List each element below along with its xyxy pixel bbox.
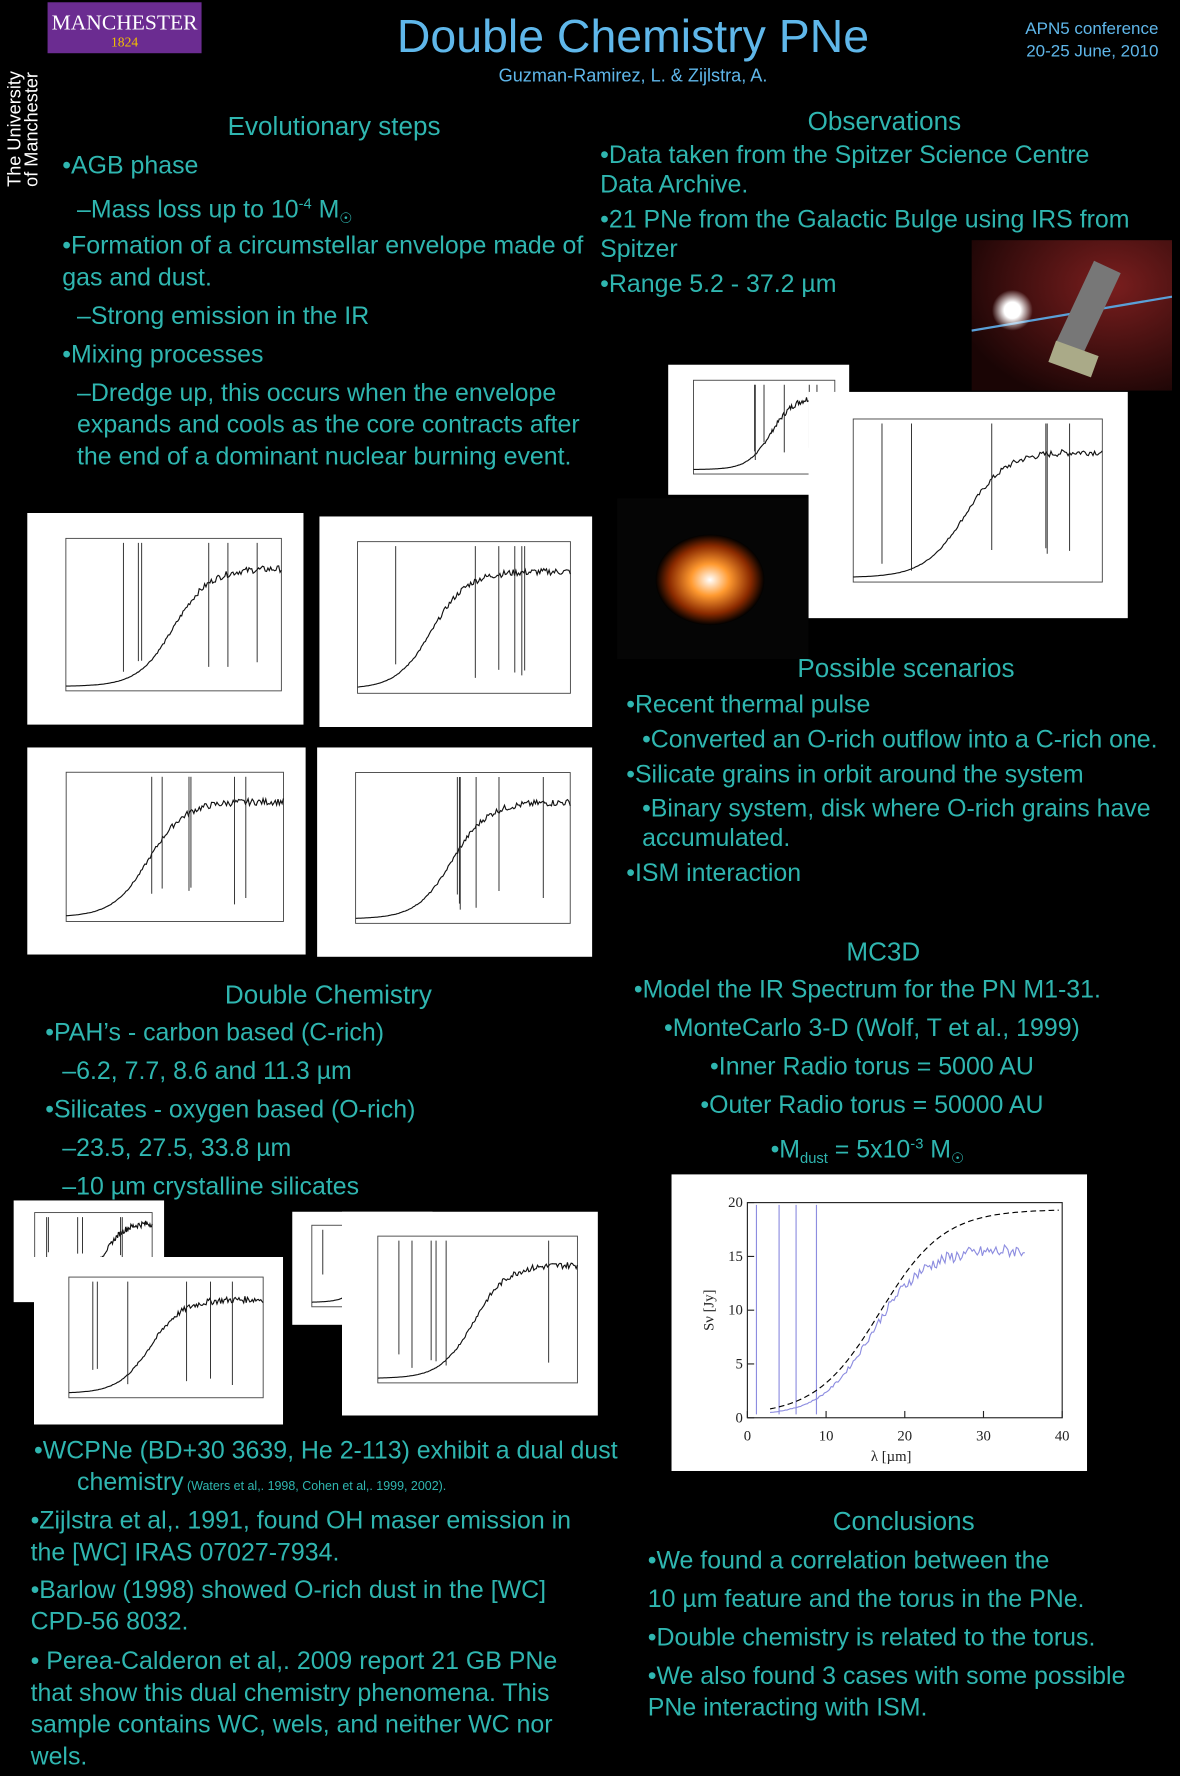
sup: -3 xyxy=(910,1135,923,1152)
text: M xyxy=(312,195,340,223)
bullet: •Barlow (1998) showed O-rich dust in the… xyxy=(31,1574,586,1637)
text: –Mass loss up to 10 xyxy=(77,195,299,223)
spectrum-image xyxy=(317,747,592,956)
section-heading: Conclusions xyxy=(833,1505,975,1537)
bullet: •PAH’s - carbon based (C-rich) xyxy=(45,1017,384,1049)
y-tick-label: 5 xyxy=(735,1357,742,1373)
bullet: •We also found 3 cases with some possibl… xyxy=(648,1660,1158,1723)
text: •M xyxy=(771,1135,800,1163)
bullet: •Silicates - oxygen based (O-rich) xyxy=(45,1094,415,1126)
spectrum-image xyxy=(27,747,306,954)
y-tick-label: 0 xyxy=(735,1410,742,1426)
poster: MANCHESTER 1824 The University of Manche… xyxy=(0,0,1180,1776)
text: = 5x10 xyxy=(828,1135,910,1163)
sub-bullet: –Dredge up, this occurs when the envelop… xyxy=(77,377,609,472)
logo: MANCHESTER 1824 xyxy=(48,2,202,53)
conference: APN5 conference 20-25 June, 2010 xyxy=(1025,18,1158,63)
mc3d-plot: 0 10 20 30 40 0 5 10 15 20 λ [µm] Sν [Jy] xyxy=(672,1174,1088,1471)
sub-bullet: •Binary system, disk where O-rich grains… xyxy=(642,794,1180,853)
x-tick-label: 40 xyxy=(1055,1428,1070,1444)
x-tick-label: 10 xyxy=(819,1428,834,1444)
bullet: •Model the IR Spectrum for the PN M1-31. xyxy=(634,974,1101,1006)
section-heading: Possible scenarios xyxy=(797,652,1014,684)
bullet: •ISM interaction xyxy=(626,857,801,889)
sup: -4 xyxy=(299,195,312,212)
authors: Guzman-Ramirez, L. & Zijlstra, A. xyxy=(499,66,768,89)
y-axis-label: Sν [Jy] xyxy=(701,1289,717,1330)
x-axis-label: λ [µm] xyxy=(871,1449,912,1465)
section-heading: Double Chemistry xyxy=(225,978,432,1010)
image-background xyxy=(317,747,592,956)
x-tick-label: 0 xyxy=(744,1428,751,1444)
sub-bullet: •Converted an O-rich outflow into a C-ri… xyxy=(642,724,1158,756)
reference: (Waters et al,. 1998, Cohen et al,. 1999… xyxy=(184,1480,447,1494)
sub-bullet: –10 µm crystalline silicates xyxy=(62,1171,359,1203)
bullet: 10 µm feature and the torus in the PNe. xyxy=(648,1583,1085,1615)
text: M xyxy=(923,1135,951,1163)
image-detail xyxy=(656,534,765,625)
image-detail xyxy=(992,290,1033,331)
sub-bullet: –Mass loss up to 10-4 M☉ xyxy=(77,188,353,234)
spectrum-image xyxy=(342,1212,598,1416)
bullet: •MonteCarlo 3-D (Wolf, T et al., 1999) xyxy=(664,1012,1080,1044)
bullet: •We found a correlation between the xyxy=(648,1545,1050,1577)
section-heading: Evolutionary steps xyxy=(228,110,441,142)
bullet: •Data taken from the Spitzer Science Cen… xyxy=(600,140,1144,199)
y-tick-label: 20 xyxy=(728,1195,743,1211)
logo-name: MANCHESTER xyxy=(48,2,202,35)
sub-bullet: –23.5, 27.5, 33.8 µm xyxy=(62,1132,291,1164)
university: The University of Manchester xyxy=(7,71,41,187)
bullet: •WCPNe (BD+30 3639, He 2-113) exhibit a … xyxy=(34,1435,643,1503)
bullet: •AGB phase xyxy=(62,149,198,181)
image-background xyxy=(34,1257,283,1425)
bullet: •Range 5.2 - 37.2 µm xyxy=(600,268,836,300)
spectrum-image xyxy=(809,392,1128,618)
spectrum-image xyxy=(27,513,303,725)
conference-name: APN5 conference xyxy=(1025,18,1158,41)
sub: dust xyxy=(800,1149,828,1166)
bullet: •Double chemistry is related to the toru… xyxy=(648,1622,1096,1654)
bullet: •Inner Radio torus = 5000 AU xyxy=(710,1051,1034,1083)
bullet: •Recent thermal pulse xyxy=(626,688,870,720)
sub: ☉ xyxy=(951,1149,964,1166)
sub-bullet: –Strong emission in the IR xyxy=(77,300,369,332)
section-heading: Observations xyxy=(808,105,961,137)
sub: ☉ xyxy=(339,209,352,226)
conference-dates: 20-25 June, 2010 xyxy=(1025,41,1158,64)
spectrum-image xyxy=(34,1257,283,1425)
sub-bullet: –6.2, 7.7, 8.6 and 11.3 µm xyxy=(62,1055,352,1087)
y-tick-label: 15 xyxy=(728,1249,743,1265)
y-tick-label: 10 xyxy=(728,1303,743,1319)
image-background xyxy=(27,513,303,725)
image-background xyxy=(27,747,306,954)
university-line: The University xyxy=(7,71,24,187)
bullet: •Outer Radio torus = 50000 AU xyxy=(700,1089,1043,1121)
plot-background xyxy=(672,1174,1088,1471)
image-background xyxy=(319,516,592,727)
bullet: •Formation of a circumstellar envelope m… xyxy=(62,230,594,293)
nebula-image xyxy=(617,498,808,659)
image-background xyxy=(342,1212,598,1416)
spitzer-image xyxy=(972,240,1172,391)
x-tick-label: 30 xyxy=(976,1428,991,1444)
spectrum-image xyxy=(319,516,592,727)
image-background xyxy=(809,392,1128,618)
logo-year: 1824 xyxy=(48,35,202,49)
bullet: •Zijlstra et al,. 1991, found OH maser e… xyxy=(31,1505,603,1568)
university-line: of Manchester xyxy=(24,71,41,187)
bullet: •Silicate grains in orbit around the sys… xyxy=(626,759,1083,791)
section-heading: MC3D xyxy=(846,935,920,967)
bullet: •Mdust = 5x10-3 M☉ xyxy=(771,1128,965,1174)
bullet: • Perea-Calderon et al,. 2009 report 21 … xyxy=(31,1645,592,1772)
title: Double Chemistry PNe xyxy=(397,9,869,63)
x-tick-label: 20 xyxy=(897,1428,912,1444)
bullet: •Mixing processes xyxy=(62,339,263,371)
